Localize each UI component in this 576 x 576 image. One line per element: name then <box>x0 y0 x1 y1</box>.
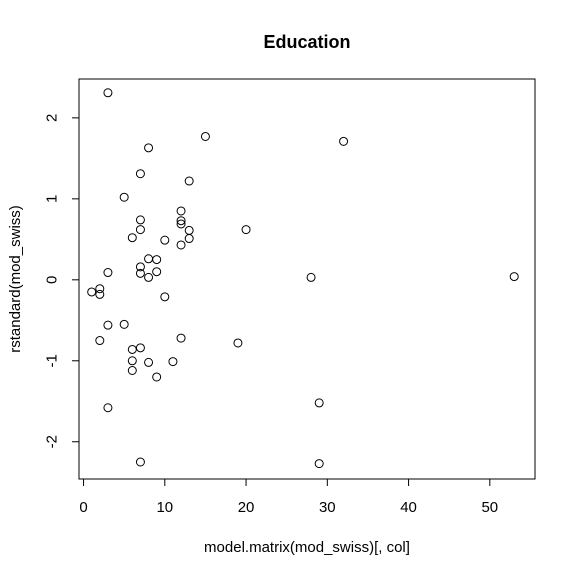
data-point <box>135 268 145 278</box>
data-point <box>176 206 186 216</box>
data-point <box>135 169 145 179</box>
data-point <box>176 216 186 226</box>
data-point <box>184 176 194 186</box>
data-point <box>103 320 113 330</box>
data-point <box>144 143 154 153</box>
x-tick-label: 20 <box>238 499 255 516</box>
x-tick-label: 30 <box>319 499 336 516</box>
data-point <box>127 365 137 375</box>
data-point <box>176 219 186 229</box>
x-axis: 0 10 20 30 40 50 <box>79 478 498 516</box>
data-point <box>135 215 145 225</box>
y-tick-label: -1 <box>44 354 61 367</box>
y-tick-label: 1 <box>44 195 61 203</box>
data-point <box>135 457 145 467</box>
data-point <box>144 254 154 264</box>
data-point <box>200 131 210 141</box>
x-tick-label: 0 <box>79 499 87 516</box>
data-point <box>314 459 324 469</box>
data-point <box>119 319 129 329</box>
data-point <box>184 234 194 244</box>
data-point <box>103 268 113 278</box>
y-tick-label: 2 <box>44 114 61 122</box>
data-point <box>144 272 154 282</box>
data-point <box>135 262 145 272</box>
data-point <box>127 233 137 243</box>
data-point <box>241 225 251 235</box>
data-point <box>95 336 105 346</box>
data-point <box>103 88 113 98</box>
data-point <box>176 333 186 343</box>
data-point <box>95 284 105 294</box>
chart-title: Education <box>263 32 350 52</box>
data-point <box>95 289 105 299</box>
x-tick-label: 40 <box>400 499 417 516</box>
data-point <box>152 267 162 277</box>
data-point <box>152 372 162 382</box>
x-tick-label: 10 <box>156 499 173 516</box>
y-axis-label: rstandard(mod_swiss) <box>7 205 24 353</box>
x-axis-label: model.matrix(mod_swiss)[, col] <box>204 539 410 556</box>
data-point <box>314 398 324 408</box>
data-point <box>306 272 316 282</box>
data-point <box>184 225 194 235</box>
data-points <box>87 88 519 469</box>
data-point <box>103 403 113 413</box>
data-point <box>233 338 243 348</box>
data-point <box>339 136 349 146</box>
data-point <box>127 356 137 366</box>
data-point <box>168 357 178 367</box>
data-point <box>160 292 170 302</box>
data-point <box>135 225 145 235</box>
data-point <box>176 240 186 250</box>
data-point <box>119 192 129 202</box>
data-point <box>135 343 145 353</box>
y-tick-label: -2 <box>43 435 60 448</box>
data-point <box>160 235 170 245</box>
data-point <box>87 287 97 297</box>
y-axis: -2 -1 0 1 2 <box>43 114 80 448</box>
data-point <box>509 272 519 282</box>
data-point <box>144 357 154 367</box>
data-point <box>152 255 162 265</box>
x-tick-label: 50 <box>481 499 498 516</box>
data-point <box>127 344 137 354</box>
y-tick-label: 0 <box>44 276 61 284</box>
